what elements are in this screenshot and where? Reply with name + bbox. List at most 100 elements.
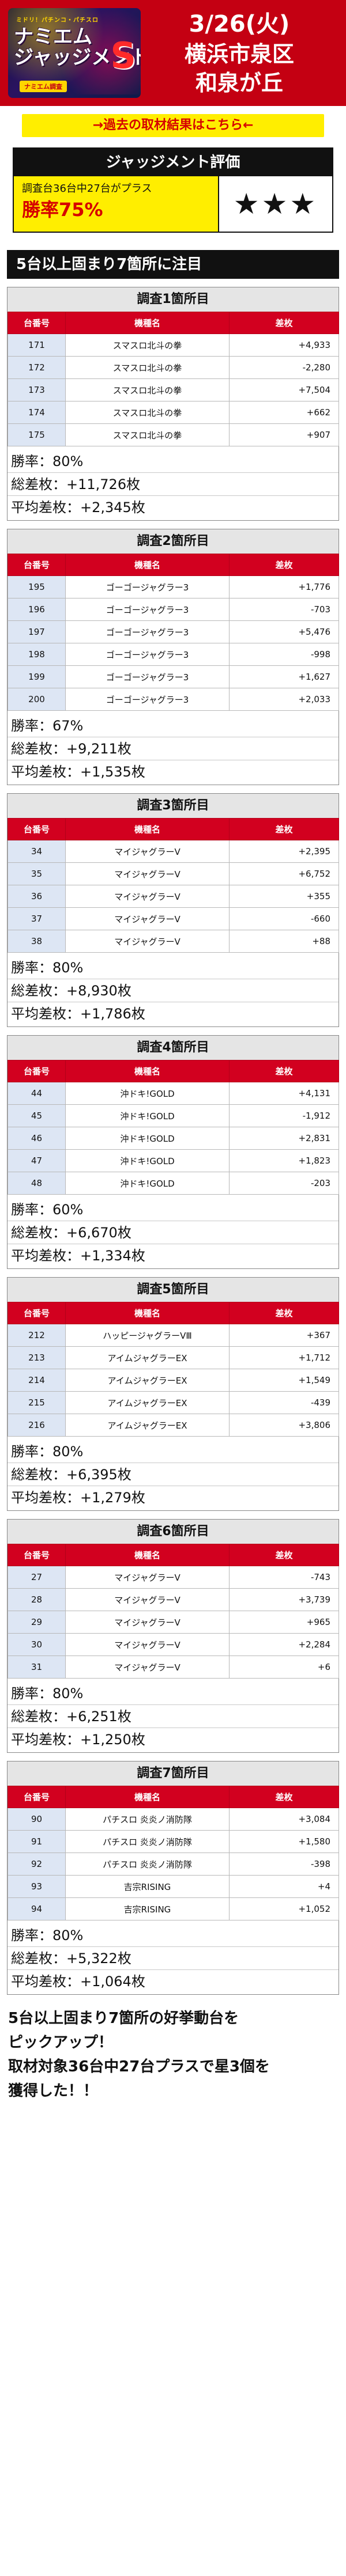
machine-number: 31: [7, 1656, 66, 1679]
header-diff: 差枚: [229, 1060, 339, 1082]
average-diff: 平均差枚：+1,279枚: [11, 1490, 145, 1506]
coin-diff: +88: [229, 930, 339, 953]
past-results-link[interactable]: →過去の取材結果はこちら←: [22, 114, 324, 137]
table-row: 27 マイジャグラーV -743: [7, 1566, 339, 1589]
survey-title: 調査5箇所目: [7, 1278, 339, 1302]
survey-title: 調査6箇所目: [7, 1520, 339, 1544]
coin-diff: -203: [229, 1172, 339, 1195]
footer-line-1: 5台以上固まり7箇所の好挙動台を: [8, 2010, 239, 2027]
header-diff: 差枚: [229, 1786, 339, 1808]
coin-diff: +1,712: [229, 1346, 339, 1369]
machine-name: 吉宗RISING: [65, 1875, 230, 1898]
survey-card: 調査2箇所目 台番号 機種名 差枚 195 ゴーゴージャグラー3 +1,776 196 ゴーゴー…: [7, 529, 339, 785]
survey-table: 台番号 機種名 差枚 90 パチスロ 炎炎ノ消防隊 +3,084 91 パチスロ 炎炎ノ消防隊…: [7, 1786, 339, 1920]
machine-number: 216: [7, 1414, 66, 1437]
machine-number: 213: [7, 1346, 66, 1369]
coin-diff: -743: [229, 1566, 339, 1589]
table-header-row: 台番号 機種名 差枚: [7, 1786, 339, 1808]
machine-name: マイジャグラーV: [65, 1633, 230, 1656]
machine-number: 29: [7, 1611, 66, 1634]
header-diff: 差枚: [229, 1544, 339, 1566]
machine-name: マイジャグラーV: [65, 1566, 230, 1589]
table-row: 173 スマスロ北斗の拳 +7,504: [7, 378, 339, 401]
table-row: 44 沖ドキ!GOLD +4,131: [7, 1082, 339, 1105]
survey-table: 台番号 機種名 差枚 171 スマスロ北斗の拳 +4,933 172 スマスロ北斗の拳 -2,2…: [7, 312, 339, 446]
judgement-summary: 調査台36台中27台がプラス 勝率75%: [14, 176, 219, 232]
machine-number: 173: [7, 378, 66, 401]
coin-diff: +7,504: [229, 378, 339, 401]
machine-name: 沖ドキ!GOLD: [65, 1082, 230, 1105]
machine-name: アイムジャグラーEX: [65, 1391, 230, 1414]
machine-number: 45: [7, 1104, 66, 1127]
header-diff: 差枚: [229, 554, 339, 576]
footer-line-2: ピックアップ！: [8, 2034, 114, 2051]
table-row: 90 パチスロ 炎炎ノ消防隊 +3,084: [7, 1808, 339, 1831]
coin-diff: +2,395: [229, 840, 339, 863]
logo-splash-graphic: [8, 8, 141, 94]
win-rate: 勝率：67%: [7, 714, 339, 737]
total-diff: 総差枚：+11,726枚: [7, 473, 339, 496]
coin-diff: +2,033: [229, 688, 339, 711]
past-results-link-wrap: →過去の取材結果はこちら←: [0, 106, 346, 143]
survey-title: 調査3箇所目: [7, 794, 339, 818]
average-diff: 平均差枚：+1,250枚: [11, 1732, 145, 1748]
machine-name: マイジャグラーV: [65, 930, 230, 953]
machine-name: スマスロ北斗の拳: [65, 356, 230, 379]
machine-name: ゴーゴージャグラー3: [65, 575, 230, 598]
win-rate: 勝率：80%: [7, 1440, 339, 1463]
machine-name: パチスロ 炎炎ノ消防隊: [65, 1808, 230, 1831]
machine-number: 38: [7, 930, 66, 953]
table-row: 30 マイジャグラーV +2,284: [7, 1633, 339, 1656]
coin-diff: +2,831: [229, 1127, 339, 1150]
average-diff: 平均差枚：+2,345枚: [11, 499, 145, 516]
machine-name: ゴーゴージャグラー3: [65, 665, 230, 688]
machine-name: パチスロ 炎炎ノ消防隊: [65, 1830, 230, 1853]
table-row: 92 パチスロ 炎炎ノ消防隊 -398: [7, 1853, 339, 1876]
machine-name: ゴーゴージャグラー3: [65, 688, 230, 711]
table-row: 198 ゴーゴージャグラー3 -998: [7, 643, 339, 666]
machine-name: ゴーゴージャグラー3: [65, 598, 230, 621]
machine-number: 94: [7, 1897, 66, 1920]
header-machine-no: 台番号: [7, 1786, 66, 1808]
table-row: 28 マイジャグラーV +3,739: [7, 1588, 339, 1611]
machine-number: 92: [7, 1853, 66, 1876]
average-diff: 平均差枚：+1,064枚: [11, 1973, 145, 1990]
machine-number: 47: [7, 1149, 66, 1172]
logo-s-mark: S: [110, 35, 136, 77]
judgement-body: 調査台36台中27台がプラス 勝率75% ★★★: [14, 176, 332, 232]
machine-name: パチスロ 炎炎ノ消防隊: [65, 1853, 230, 1876]
header-banner: ミドリ！パチンコ・パチスロ ナミエム ジャッジメント S ナミエム調査 3/26…: [0, 0, 346, 106]
survey-stats: 勝率：67% 総差枚：+9,211枚 平均差枚：+1,535枚: [7, 711, 339, 785]
machine-number: 28: [7, 1588, 66, 1611]
footer-summary: 5台以上固まり7箇所の好挙動台を ピックアップ！ 取材対象36台中27台プラスで…: [0, 1995, 346, 2103]
machine-name: 沖ドキ!GOLD: [65, 1104, 230, 1127]
coin-diff: +662: [229, 401, 339, 424]
table-row: 29 マイジャグラーV +965: [7, 1611, 339, 1634]
machine-number: 214: [7, 1369, 66, 1392]
table-row: 212 ハッピージャグラーVⅢ +367: [7, 1324, 339, 1347]
judgement-logo: ミドリ！パチンコ・パチスロ ナミエム ジャッジメント S ナミエム調査: [8, 8, 141, 98]
table-row: 215 アイムジャグラーEX -439: [7, 1391, 339, 1414]
survey-table: 台番号 機種名 差枚 212 ハッピージャグラーVⅢ +367 213 アイムジャグラーEX +…: [7, 1302, 339, 1437]
win-rate: 勝率：80%: [7, 1682, 339, 1705]
machine-name: 沖ドキ!GOLD: [65, 1172, 230, 1195]
coin-diff: +2,284: [229, 1633, 339, 1656]
machine-number: 199: [7, 665, 66, 688]
table-row: 213 アイムジャグラーEX +1,712: [7, 1346, 339, 1369]
machine-name: スマスロ北斗の拳: [65, 334, 230, 357]
machine-name: スマスロ北斗の拳: [65, 423, 230, 446]
machine-number: 44: [7, 1082, 66, 1105]
logo-tagline: ミドリ！パチンコ・パチスロ: [16, 17, 99, 24]
footer-line-4: 獲得した！！: [8, 2082, 99, 2100]
judgement-title: ジャッジメント評価: [14, 149, 332, 176]
survey-card: 調査7箇所目 台番号 機種名 差枚 90 パチスロ 炎炎ノ消防隊 +3,084 91 パチスロ …: [7, 1761, 339, 1995]
survey-date: 3/26(火): [189, 11, 290, 37]
footer-line-3: 取材対象36台中27台プラスで星3個を: [8, 2058, 270, 2075]
survey-stats: 勝率：80% 総差枚：+11,726枚 平均差枚：+2,345枚: [7, 446, 339, 520]
machine-name: マイジャグラーV: [65, 1611, 230, 1634]
machine-name: マイジャグラーV: [65, 840, 230, 863]
header-machine-name: 機種名: [65, 1302, 230, 1324]
machine-number: 46: [7, 1127, 66, 1150]
survey-table: 台番号 機種名 差枚 44 沖ドキ!GOLD +4,131 45 沖ドキ!GOLD -1,912…: [7, 1060, 339, 1195]
machine-number: 30: [7, 1633, 66, 1656]
